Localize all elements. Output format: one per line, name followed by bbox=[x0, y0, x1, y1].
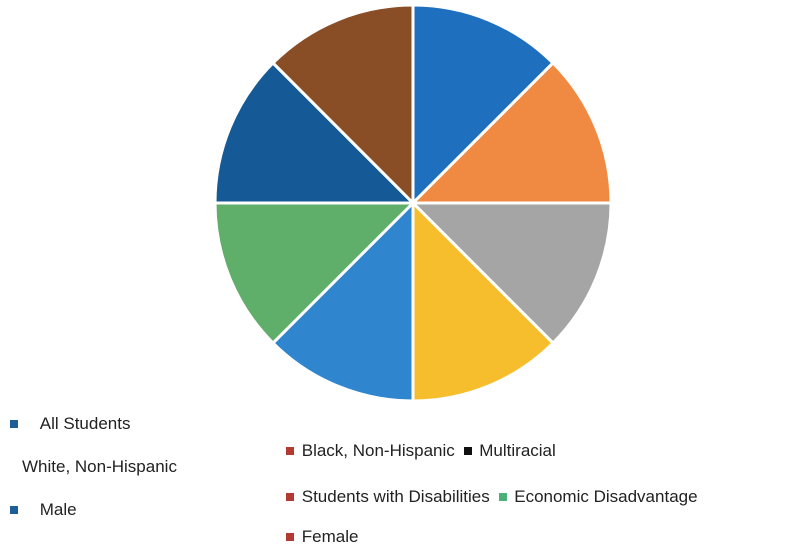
legend-item-black-non-hispanic[interactable]: Black, Non-Hispanic Multiracial bbox=[286, 441, 556, 461]
legend-swatch-students-with-disabilities bbox=[286, 492, 294, 501]
pie-slice-white-non-hispanic bbox=[409, 60, 613, 205]
legend-swatch-black-non-hispanic bbox=[286, 446, 294, 455]
pie-slice-all-students bbox=[411, 3, 556, 207]
legend-swatch-female bbox=[286, 532, 294, 541]
pie-chart bbox=[213, 3, 613, 400]
pie-slice-female bbox=[270, 3, 415, 207]
legend-swatch-multiracial bbox=[463, 446, 472, 455]
legend-swatch-all-students bbox=[10, 419, 18, 428]
legend-swatch-economic-disadvantage bbox=[498, 492, 507, 501]
legend-label-white-non-hispanic: White, Non-Hispanic bbox=[22, 457, 177, 476]
legend-item-male[interactable]: Male bbox=[10, 500, 77, 520]
pie-slice-students-with-disabilities bbox=[270, 199, 415, 400]
legend-item-white-non-hispanic[interactable]: White, Non-Hispanic bbox=[22, 457, 177, 477]
legend-swatch-male bbox=[10, 505, 18, 514]
legend-item-female[interactable]: Female bbox=[286, 527, 358, 547]
legend-label-students-with-disabilities: Students with Disabilities bbox=[301, 487, 490, 506]
legend-label-multiracial: Multiracial bbox=[479, 441, 556, 460]
pie-slice-multiracial bbox=[411, 199, 556, 400]
legend-label-female: Female bbox=[301, 527, 359, 546]
pie-slice-black-non-hispanic bbox=[409, 201, 613, 346]
pie-slice-economic-disadvantage bbox=[213, 201, 417, 346]
legend-item-students-with-disabilities[interactable]: Students with Disabilities Economic Disa… bbox=[286, 487, 698, 507]
legend-label-male: Male bbox=[39, 500, 77, 519]
legend-item-all-students[interactable]: All Students bbox=[10, 414, 130, 434]
legend-label-all-students: All Students bbox=[39, 414, 131, 433]
legend-label-economic-disadvantage: Economic Disadvantage bbox=[514, 487, 698, 506]
legend-label-black-non-hispanic: Black, Non-Hispanic bbox=[301, 441, 455, 460]
pie-slices bbox=[213, 3, 613, 400]
pie-slice-male bbox=[213, 60, 417, 205]
